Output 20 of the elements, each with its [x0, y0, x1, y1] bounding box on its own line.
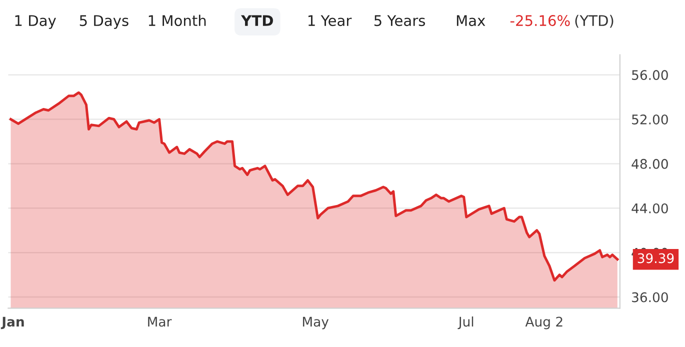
- y-tick-label: 52.00: [632, 114, 668, 124]
- text: -25.16%: [510, 15, 570, 26]
- annotation: 39.39: [638, 253, 674, 264]
- text: 5 Years: [374, 15, 426, 26]
- text: 1 Day: [15, 15, 56, 29]
- y-tick-label: 36.00: [632, 292, 668, 302]
- text: 1 Year: [308, 15, 352, 26]
- text: 5 Days: [80, 15, 128, 29]
- x-tick-label: Aug 2: [525, 316, 562, 330]
- x-tick-label: May: [302, 316, 329, 330]
- text: Max: [456, 15, 486, 26]
- x-tick-label: Jan: [0, 316, 24, 330]
- text: (YTD): [575, 14, 614, 28]
- x-tick-label: Mar: [148, 316, 172, 327]
- text: 1 Month: [148, 14, 206, 26]
- x-tick-label: Jul: [458, 316, 474, 330]
- y-tick-label: 56.00: [632, 70, 668, 80]
- y-tick-label: 48.00: [632, 158, 668, 169]
- text: YTD: [240, 15, 273, 26]
- y-tick-label: 44.00: [632, 203, 668, 214]
